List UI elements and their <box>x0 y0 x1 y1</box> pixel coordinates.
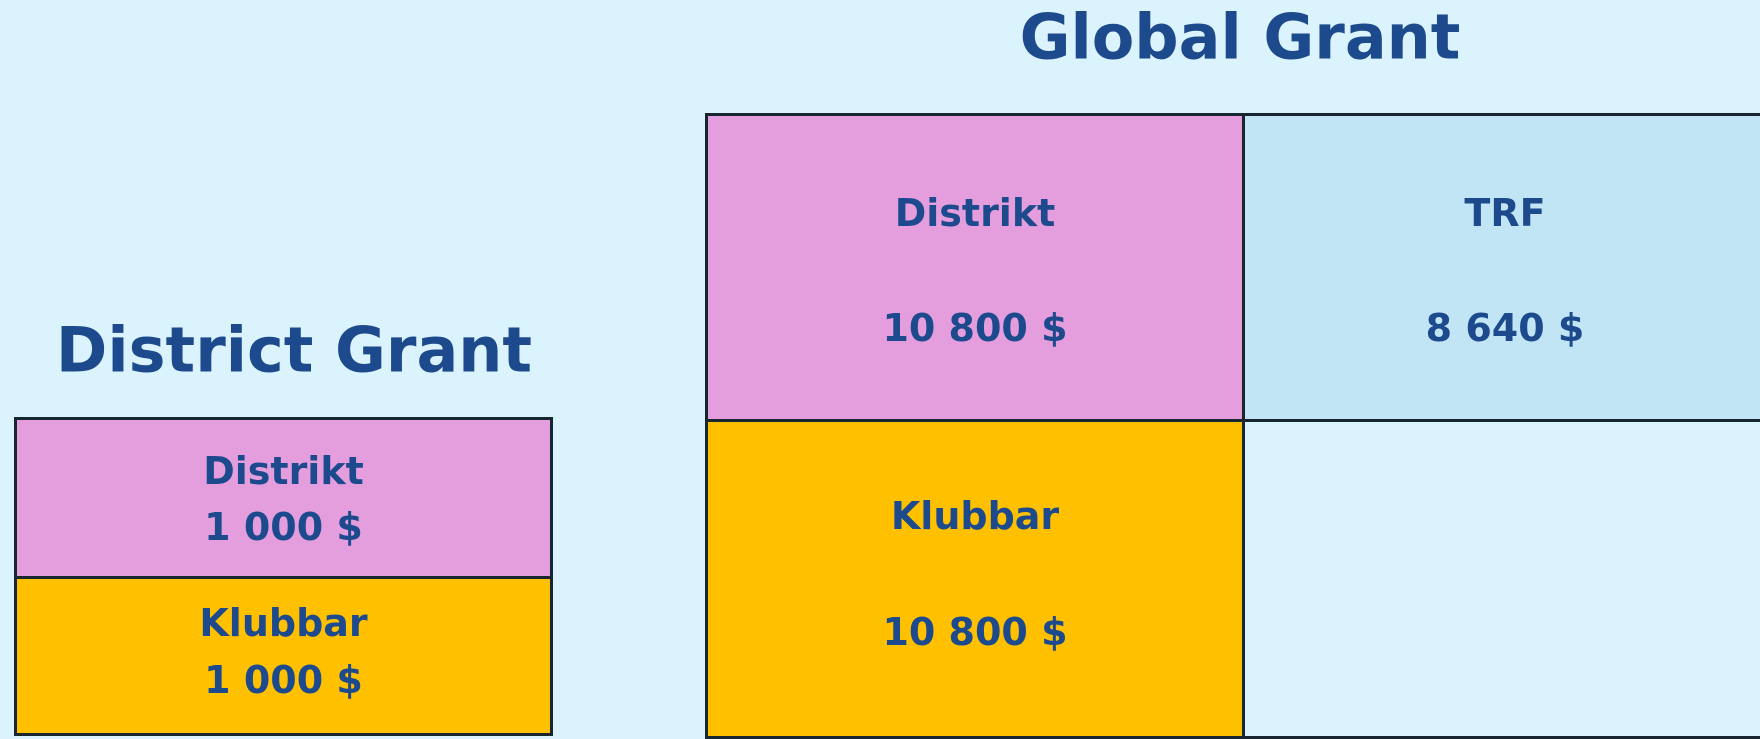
district-grant-title: District Grant <box>55 313 533 387</box>
box-label: Klubbar <box>890 494 1060 538</box>
box-amount: 10 800 $ <box>882 306 1068 350</box>
box-amount: 10 800 $ <box>882 610 1068 654</box>
box-label: TRF <box>1464 191 1546 235</box>
empty-box <box>1242 419 1760 739</box>
box-label: Distrikt <box>894 191 1056 235</box>
district-box: Distrikt 10 800 $ <box>705 113 1245 422</box>
box-label: Distrikt <box>203 449 364 493</box>
page: Global Grant District Grant Distrikt 1 0… <box>14 0 1760 739</box>
trf-box: TRF 8 640 $ <box>1242 113 1760 422</box>
box-amount: 1 000 $ <box>204 505 363 549</box>
district-box: Distrikt 1 000 $ <box>14 417 553 579</box>
club-box: Klubbar 10 800 $ <box>705 419 1245 739</box>
club-box: Klubbar 1 000 $ <box>14 576 553 736</box>
box-amount: 8 640 $ <box>1425 306 1585 350</box>
global-grant-title: Global Grant <box>1019 0 1461 74</box>
box-label: Klubbar <box>199 601 368 645</box>
box-amount: 1 000 $ <box>204 658 363 702</box>
